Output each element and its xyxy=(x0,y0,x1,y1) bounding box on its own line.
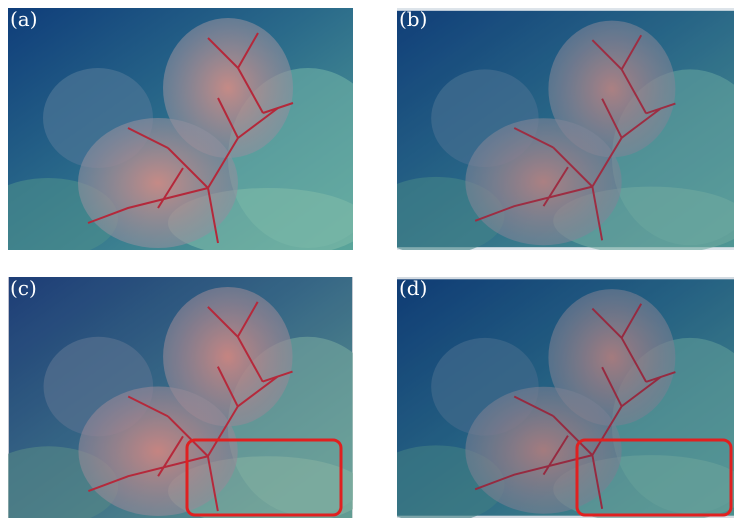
figure: (a) (b) (c) (d) xyxy=(0,0,734,520)
panel-d: (d) xyxy=(368,276,734,520)
panel-b: (b) xyxy=(368,7,734,255)
panel-label: (c) xyxy=(10,276,37,300)
panel-label: (b) xyxy=(399,7,427,31)
panel-c: (c) xyxy=(0,276,387,520)
panel-label: (d) xyxy=(399,276,427,300)
panel-label: (a) xyxy=(10,7,38,31)
panel-a: (a) xyxy=(0,7,388,258)
